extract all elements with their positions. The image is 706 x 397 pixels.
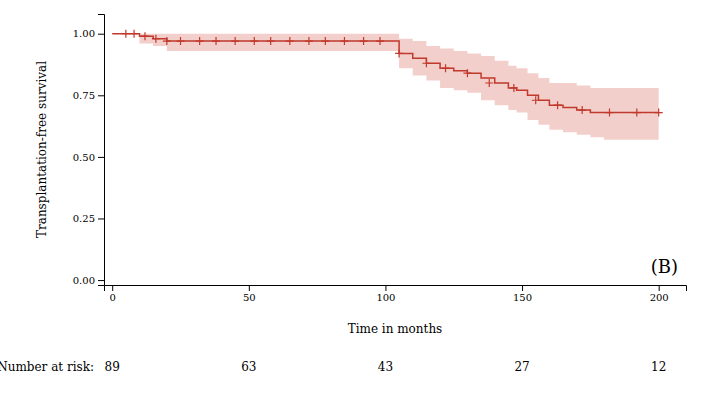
- censor-mark: [305, 37, 313, 45]
- y-axis-tick: 0.50: [73, 152, 104, 163]
- at-risk-count: 43: [378, 360, 393, 374]
- x-axis-tick-label: 200: [650, 292, 669, 303]
- y-axis-tick-label: 0.75: [73, 90, 95, 101]
- at-risk-count: 89: [105, 360, 120, 374]
- y-axis-tick-label: 0.25: [73, 213, 95, 224]
- y-axis-tick-mark: [98, 95, 104, 96]
- censor-mark: [231, 37, 239, 45]
- x-axis-tick-label: 100: [376, 292, 395, 303]
- censor-mark: [376, 37, 384, 45]
- x-axis: 0 50 100 150 200: [105, 285, 687, 303]
- censor-mark: [141, 32, 149, 40]
- x-axis-title: Time in months: [348, 322, 443, 336]
- censor-mark: [122, 30, 130, 38]
- x-axis-tick-mark: [249, 285, 250, 291]
- x-axis-tick-mark: [112, 285, 113, 291]
- y-axis-tick-mark: [98, 157, 104, 158]
- survival-line: [112, 34, 658, 113]
- at-risk-count: 27: [514, 360, 529, 374]
- chart: 0 50 100 150 200 0.00 0.25 0.50 0.75 1.00 Transpla…: [0, 0, 706, 397]
- x-axis-tick-label: 0: [110, 292, 116, 303]
- censor-mark: [485, 79, 493, 87]
- censor-mark: [152, 35, 160, 43]
- y-axis-tick: 1.00: [73, 28, 104, 39]
- y-axis-tick: 0.00: [73, 275, 104, 286]
- marks: [112, 30, 662, 140]
- censor-mark: [532, 96, 540, 104]
- censor-mark: [177, 37, 185, 45]
- censor-mark: [163, 37, 171, 45]
- censor-mark: [250, 37, 258, 45]
- x-axis-tick-mark: [659, 285, 660, 291]
- y-axis: 0.00 0.25 0.50 0.75 1.00: [73, 15, 105, 286]
- censor-mark: [267, 37, 275, 45]
- censor-mark: [605, 109, 613, 117]
- x-axis-tick-mark: [522, 285, 523, 291]
- x-axis-tick-label: 50: [243, 292, 256, 303]
- censor-mark: [578, 106, 586, 114]
- y-axis-tick-label: 0.50: [73, 152, 95, 163]
- censor-mark: [422, 59, 430, 67]
- y-axis-tick-label: 0.00: [73, 275, 95, 286]
- censor-mark: [130, 30, 138, 38]
- x-axis-tick-label: 150: [513, 292, 532, 303]
- y-axis-line: [98, 15, 105, 286]
- y-axis-tick-mark: [98, 34, 104, 35]
- censor-mark: [196, 37, 204, 45]
- confidence-band: [112, 34, 658, 140]
- censor-mark: [633, 109, 641, 117]
- censor-mark: [442, 64, 450, 72]
- censor-mark: [212, 37, 220, 45]
- x-axis-tick-mark: [385, 285, 386, 291]
- censor-mark: [321, 37, 329, 45]
- at-risk-label: Number at risk:: [0, 360, 94, 374]
- y-axis-tick-label: 1.00: [73, 28, 95, 39]
- x-axis-tick: 150: [513, 285, 532, 303]
- censor-mark: [510, 84, 518, 92]
- y-axis-title: Transplantation-free survival: [35, 61, 49, 238]
- x-axis-tick: 100: [376, 285, 395, 303]
- censor-mark: [340, 37, 348, 45]
- x-axis-tick: 50: [243, 285, 256, 303]
- censor-mark: [463, 69, 471, 77]
- censor-mark: [395, 49, 403, 57]
- at-risk-count: 12: [651, 360, 666, 374]
- censor-mark: [554, 101, 562, 109]
- censor-mark: [360, 37, 368, 45]
- x-axis-tick: 200: [650, 285, 669, 303]
- censor-mark: [286, 37, 294, 45]
- x-axis-tick: 0: [110, 285, 116, 303]
- x-axis-line: [105, 286, 687, 292]
- y-axis-tick-mark: [98, 280, 104, 281]
- at-risk-count: 63: [241, 360, 256, 374]
- y-axis-tick-mark: [98, 218, 104, 219]
- plot-area: 0 50 100 150 200 0.00 0.25 0.50 0.75 1.00 Transpla…: [0, 15, 687, 375]
- y-axis-tick: 0.25: [73, 213, 104, 224]
- y-axis-tick: 0.75: [73, 90, 104, 101]
- panel-label: (B): [651, 256, 678, 277]
- censor-mark: [655, 109, 663, 117]
